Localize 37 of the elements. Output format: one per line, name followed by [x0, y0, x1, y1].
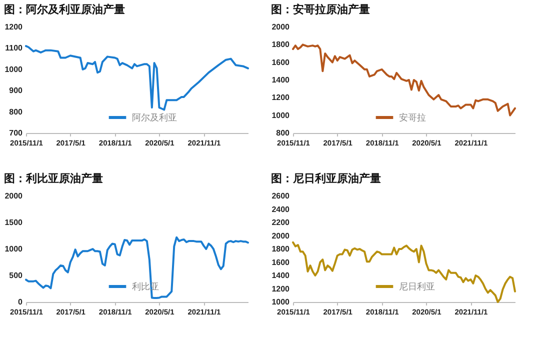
y-tick-label: 2000	[272, 231, 290, 240]
y-tick-label: 2400	[272, 204, 290, 214]
chart-title: 图：安哥拉原油产量	[271, 3, 370, 16]
y-tick-label: 1600	[272, 58, 290, 67]
y-tick-label: 800	[9, 107, 24, 116]
y-tick-label: 1500	[4, 218, 24, 227]
chart-title: 图：阿尔及利亚原油产量	[4, 3, 126, 16]
y-tick-label: 2000	[272, 22, 290, 32]
chart-title: 图：尼日利亚原油产量	[271, 172, 382, 185]
y-tick-label: 2000	[4, 192, 24, 200]
y-tick-label: 1100	[5, 44, 24, 53]
y-tick-label: 1000	[272, 110, 290, 120]
y-tick-label: 1400	[272, 271, 290, 280]
y-tick-label: 1200	[272, 284, 290, 294]
y-tick-label: 700	[9, 128, 24, 138]
y-tick-label: 1200	[272, 93, 290, 102]
y-tick-label: 1800	[272, 40, 290, 50]
y-tick-label: 800	[276, 128, 290, 138]
y-tick-label: 2600	[272, 192, 290, 200]
y-tick-label: 1400	[272, 76, 290, 84]
y-tick-label: 1600	[272, 258, 290, 267]
y-tick-label: 2200	[272, 218, 290, 227]
y-tick-label: 1200	[4, 22, 24, 32]
y-tick-label: 500	[9, 271, 24, 280]
legend-label: 阿尔及利亚	[132, 112, 177, 122]
line-series	[25, 45, 249, 111]
y-tick-label: 1000	[4, 64, 24, 74]
y-tick-label: 1000	[272, 298, 290, 306]
y-tick-label: 0	[18, 298, 24, 306]
chart-title: 图：利比亚原油产量	[4, 172, 104, 185]
y-tick-label: 1800	[272, 244, 290, 254]
line-series	[292, 241, 516, 303]
legend-label: 安哥拉	[399, 112, 426, 122]
y-tick-label: 1000	[4, 244, 24, 254]
y-tick-label: 900	[9, 86, 24, 96]
legend-label: 尼日利亚	[399, 282, 435, 292]
line-series	[25, 236, 249, 300]
